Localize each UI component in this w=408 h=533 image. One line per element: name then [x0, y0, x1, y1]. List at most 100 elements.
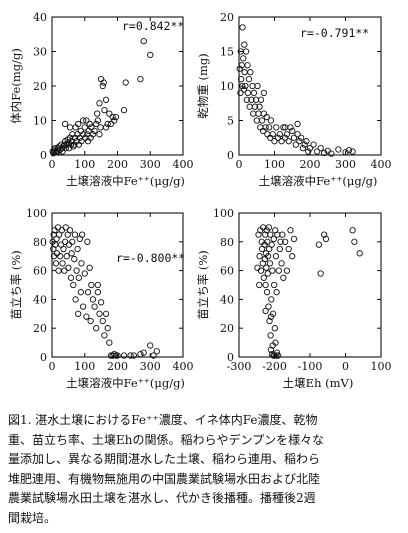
top-right-data-point [250, 89, 258, 97]
top-right-data-point [290, 134, 298, 141]
bottom-right-data-point [262, 281, 269, 289]
top-left-data-point [62, 144, 69, 152]
bottom-left-data-point [87, 317, 94, 325]
top-right-data-point [283, 131, 291, 138]
caption-line: 堆肥連用、有機物無施用の中国農業試験場水田および北陸 [8, 471, 321, 486]
top-right-data-point [274, 134, 282, 141]
bottom-left-data-point [71, 255, 78, 263]
bottom-right-x-axis-label: 土壌Eh (mV) [283, 376, 354, 390]
top-right-data-point [237, 89, 244, 97]
top-right-data-point [328, 150, 335, 157]
bottom-left-data-point [79, 303, 87, 310]
bottom-right-y-tick-label: 20 [220, 322, 234, 335]
top-right-correlation-label: r=-0.791** [300, 26, 369, 40]
top-right-data-point [313, 148, 321, 155]
bottom-left-y-axis-label: 苗立ち率 (%) [9, 250, 23, 320]
bottom-right-data-point [264, 253, 272, 260]
top-right-data-point [257, 124, 264, 131]
bottom-left-data-point [75, 310, 82, 317]
bottom-left-data-point [153, 348, 160, 355]
top-left-data-point [96, 100, 103, 107]
top-left-data-point [111, 117, 118, 124]
bottom-right-data-point [264, 238, 271, 245]
bottom-right-data-point [317, 270, 324, 277]
bottom-right-data-point [356, 250, 363, 257]
top-right-data-point [292, 141, 299, 148]
top-right-data-point [281, 124, 289, 131]
bottom-left-data-point [111, 350, 118, 358]
top-left-data-point [106, 110, 113, 117]
bottom-left-data-point [59, 260, 66, 267]
top-right-data-point [242, 82, 249, 90]
top-right-data-point [255, 110, 262, 117]
top-right-data-point [303, 138, 310, 145]
caption-line: 間栽培。 [8, 510, 57, 525]
bottom-right-data-point [287, 227, 294, 234]
bottom-left-data-point [70, 281, 77, 289]
bottom-right-data-point [273, 352, 280, 359]
top-left-plot-frame [51, 16, 184, 156]
top-right-y-tick-label: 10 [220, 80, 234, 93]
bottom-left-data-point [150, 352, 157, 359]
top-left-data-point [61, 141, 68, 148]
bottom-right-data-point [260, 274, 267, 281]
top-right-data-point [297, 134, 305, 141]
bottom-right-data-point [262, 307, 269, 315]
bottom-right-data-point [266, 260, 274, 267]
top-right-data-point [301, 141, 308, 148]
top-left-data-point [99, 82, 106, 90]
bottom-right-data-point [273, 289, 280, 296]
top-right-data-point [271, 138, 278, 145]
top-left-data-point [102, 124, 110, 131]
bottom-left-data-point [62, 224, 69, 231]
bottom-right-data-point [273, 349, 281, 356]
bottom-left-data-point [137, 350, 144, 358]
caption-line: 農業試験場水田土壌を湛水し、代かき後播種。播種後2週 [8, 491, 316, 505]
top-left-x-tick-label: 400 [173, 158, 194, 171]
bottom-right-data-point [263, 264, 270, 271]
bottom-right-data-point [270, 235, 277, 243]
bottom-left-data-point [93, 325, 100, 332]
top-left-data-point [65, 144, 73, 152]
top-right-data-point [240, 55, 247, 62]
bottom-left-data-point [73, 267, 80, 274]
bottom-left-x-tick-label: 200 [107, 360, 128, 373]
top-right-data-point [266, 124, 273, 131]
top-left-data-point [66, 124, 74, 131]
bottom-right-data-point [276, 245, 283, 253]
top-right-data-point [244, 89, 252, 97]
top-right-data-point [310, 141, 317, 148]
bottom-left-data-point [52, 241, 59, 248]
bottom-left-data-point [101, 332, 108, 339]
bottom-right-data-point [277, 238, 284, 245]
top-right-data-point [251, 103, 259, 110]
top-left-data-point [94, 110, 101, 117]
bottom-left-data-point [66, 227, 74, 234]
caption-line: 重、苗立ち率、土壌Ehの関係。稲わらやデンプンを様々な [8, 432, 325, 447]
top-right-data-point [345, 147, 353, 154]
bottom-left-data-point [83, 313, 90, 320]
top-left-y-tick-label: 10 [33, 115, 47, 128]
top-right-data-point [321, 149, 328, 157]
top-left-data-point [101, 107, 108, 114]
top-right-y-tick-label: 20 [220, 11, 234, 24]
bottom-left-data-point [81, 270, 88, 277]
bottom-left-correlation-label: r=-0.800** [116, 251, 185, 265]
bottom-right-x-tick-label: -200 [262, 360, 287, 373]
top-right-y-tick-label: 15 [220, 46, 234, 59]
bottom-right-data-point [280, 274, 287, 281]
bottom-left-data-point [77, 289, 84, 296]
top-right-data-point [244, 62, 251, 69]
top-right-data-point [294, 131, 301, 138]
bottom-left-data-point [69, 238, 76, 245]
bottom-right-data-point [265, 224, 272, 231]
top-right-data-point [242, 48, 250, 55]
top-left-data-point [75, 120, 82, 128]
top-right-data-point [296, 138, 303, 145]
top-right-data-point [264, 131, 271, 138]
bottom-right-data-point [283, 267, 291, 274]
top-right-data-point [342, 149, 349, 156]
top-right-data-point [335, 146, 342, 153]
bottom-right-data-point [268, 241, 275, 248]
bottom-left-data-point [104, 325, 111, 332]
